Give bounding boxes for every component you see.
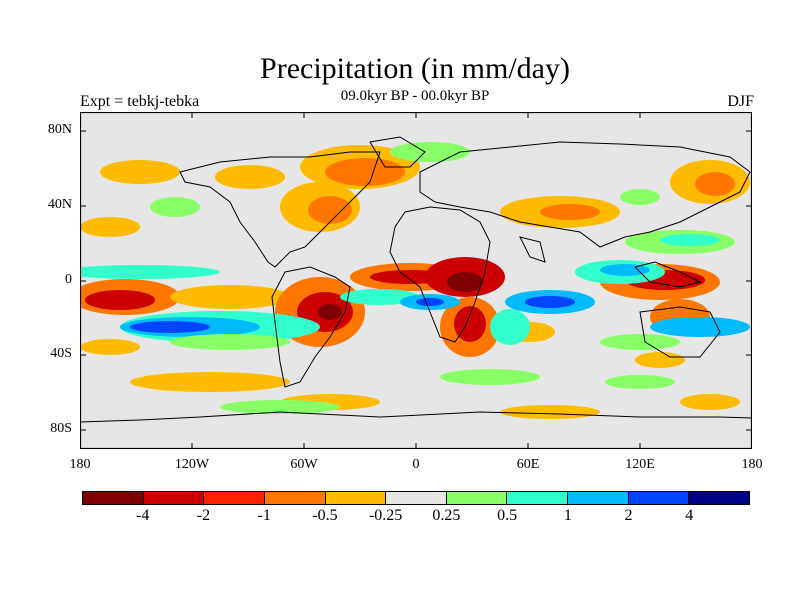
x-tick-0: 0 [412,457,420,472]
y-tick-0: 0 [65,272,72,287]
colorbar-swatch-7 [507,492,569,504]
colorbar-swatch-3 [264,492,326,504]
season-label: DJF [727,93,754,110]
colorbar-swatch-1 [143,492,205,504]
map-svg [80,112,752,449]
colorbar-label-4: -0.25 [368,507,403,524]
x-tick-60e: 60E [516,457,540,472]
map-subtitle: 09.0kyr BP - 00.0kyr BP [340,88,490,104]
colorbar-label-0: -4 [136,507,150,524]
x-tick-180w: 180 [69,457,91,472]
colorbar-swatch-6 [446,492,508,504]
map-title: Precipitation (in mm/day) [260,52,570,85]
colorbar-label-9: 4 [685,507,694,524]
colorbar-swatch-10 [689,492,750,504]
colorbar-swatch-0 [83,492,144,504]
precipitation-map [80,112,752,449]
experiment-label: Expt = tebkj-tebka [80,93,200,110]
colorbar-swatch-5 [386,492,447,504]
colorbar-swatch-8 [568,492,629,504]
positive-anomaly-areas [80,142,750,414]
x-tick-120w: 120W [174,457,210,472]
colorbar-label-5: 0.25 [432,507,461,524]
colorbar-swatch-2 [204,492,265,504]
colorbar-label-7: 1 [563,507,572,524]
colorbar-label-3: -0.5 [312,507,338,524]
coastlines [80,136,752,423]
colorbar-label-6: 0.5 [497,507,518,524]
colorbar-swatch-9 [628,492,690,504]
y-tick-40s: 40S [50,346,72,361]
x-tick-120e: 120E [625,457,655,472]
y-tick-80s: 80S [50,421,72,436]
colorbar [82,491,750,505]
y-tick-40n: 40N [47,197,72,212]
y-tick-80n: 80N [47,122,72,137]
colorbar-swatch-4 [325,492,387,504]
colorbar-label-8: 2 [624,507,633,524]
x-tick-60w: 60W [290,457,318,472]
colorbar-label-2: -1 [257,507,271,524]
x-tick-180e: 180 [741,457,763,472]
axis-ticks [80,112,752,449]
colorbar-label-1: -2 [196,507,211,524]
